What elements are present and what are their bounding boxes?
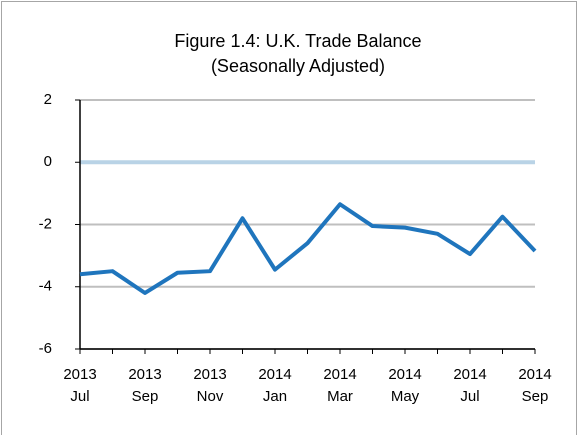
series-line	[79, 202, 537, 295]
y-tick-label: -4	[39, 278, 52, 295]
x-tick-label: 2014 Jul	[453, 366, 486, 405]
chart-subtitle: (Seasonally Adjusted)	[211, 56, 385, 76]
chart-title: Figure 1.4: U.K. Trade Balance	[174, 31, 421, 51]
x-tick-label: 2014 Mar	[323, 366, 356, 405]
x-tick-label: 2014 May	[388, 366, 421, 405]
x-tick-label: 2013 Nov	[193, 366, 226, 405]
y-tick-label: -2	[39, 215, 52, 232]
x-tick-label: 2013 Sep	[128, 366, 161, 405]
x-tick-label: 2013 Jul	[63, 366, 96, 405]
x-tick-label: 2014 Sep	[518, 366, 551, 405]
y-tick-label: -6	[39, 340, 52, 357]
y-tick-label: 2	[44, 91, 52, 108]
x-tick-label: 2014 Jan	[258, 366, 291, 405]
y-tick-label: 0	[44, 153, 52, 170]
